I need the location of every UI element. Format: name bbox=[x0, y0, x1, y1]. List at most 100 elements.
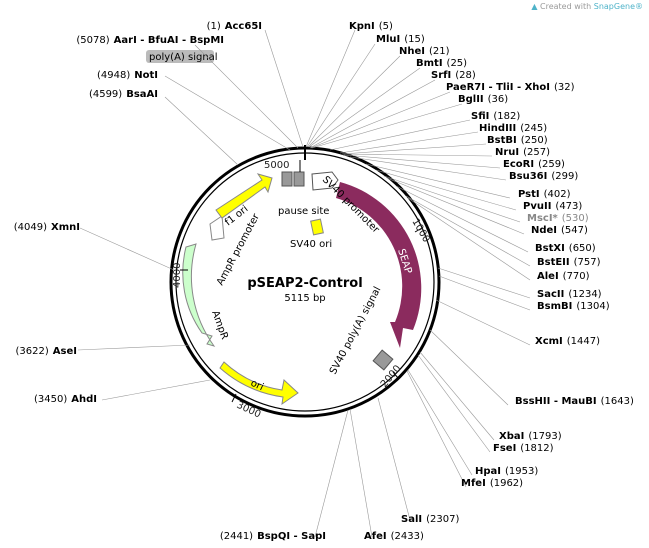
site-xcmi[interactable]: XcmI (1447) bbox=[535, 336, 600, 347]
svg-text:(2441)BspQI - SapI: (2441) BspQI - SapI bbox=[220, 531, 326, 542]
site-hpai[interactable]: HpaI (1953) bbox=[475, 466, 538, 477]
site-bsmbi[interactable]: BsmBI (1304) bbox=[537, 301, 610, 312]
svg-text:SfiI(182): SfiI (182) bbox=[471, 111, 520, 122]
site-psti[interactable]: PstI (402) bbox=[518, 189, 571, 200]
svg-text:MfeI(1962): MfeI (1962) bbox=[461, 478, 523, 489]
svg-text:(4049)XmnI: (4049) XmnI bbox=[14, 222, 80, 233]
feature-sv40-polya-box[interactable] bbox=[372, 349, 394, 371]
site-noti[interactable]: (4948) NotI bbox=[97, 70, 158, 81]
site-paer7i-tlii-xhoi[interactable]: PaeR7I - TliI - XhoI (32) bbox=[446, 82, 575, 93]
svg-text:BstBI(250): BstBI (250) bbox=[487, 135, 548, 146]
feature-ampr-arrow[interactable] bbox=[182, 243, 216, 347]
feature-sv40-ori-label: SV40 ori bbox=[290, 239, 332, 250]
svg-text:PaeR7I - TliI - XhoI(32): PaeR7I - TliI - XhoI (32) bbox=[446, 82, 575, 93]
feature-sv40-ori-box[interactable] bbox=[310, 218, 324, 236]
feature-polya-signal-box[interactable] bbox=[146, 50, 214, 63]
svg-text:NheI(21): NheI (21) bbox=[399, 46, 450, 57]
feature-pause-site-box-2[interactable] bbox=[293, 171, 305, 187]
svg-text:(5078)AarI - BfuAI - BspMI: (5078) AarI - BfuAI - BspMI bbox=[76, 35, 224, 46]
svg-text:SalI(2307): SalI (2307) bbox=[401, 514, 459, 525]
feature-pause-site-label: pause site bbox=[278, 206, 329, 217]
site-sfii[interactable]: SfiI (182) bbox=[471, 111, 520, 122]
site-sacii[interactable]: SacII (1234) bbox=[537, 289, 602, 300]
site-ndei[interactable]: NdeI (547) bbox=[531, 225, 588, 236]
tick-4000-label: 4000 bbox=[172, 263, 183, 288]
site-nrui[interactable]: NruI (257) bbox=[495, 147, 550, 158]
site-mfei[interactable]: MfeI (1962) bbox=[461, 478, 523, 489]
feature-polya-signal-label: poly(A) signal bbox=[149, 52, 218, 63]
site-bstbi[interactable]: BstBI (250) bbox=[487, 135, 548, 146]
site-ahdi[interactable]: (3450) AhdI bbox=[34, 394, 97, 405]
site-srfi[interactable]: SrfI (28) bbox=[431, 70, 476, 81]
svg-text:HpaI(1953): HpaI (1953) bbox=[475, 466, 538, 477]
site-pvuii[interactable]: PvuII (473) bbox=[523, 201, 582, 212]
site-xbai[interactable]: XbaI (1793) bbox=[499, 431, 562, 442]
snapgene-credit: ▲ Created with SnapGene® bbox=[531, 2, 643, 11]
svg-text:EcoRI(259): EcoRI (259) bbox=[503, 159, 565, 170]
site-sali[interactable]: SalI (2307) bbox=[401, 514, 459, 525]
feature-pause-site-box-1[interactable] bbox=[281, 171, 293, 187]
svg-text:BsmBI(1304): BsmBI (1304) bbox=[537, 301, 610, 312]
svg-text:(3450)AhdI: (3450) AhdI bbox=[34, 394, 97, 405]
feature-seap-arrow[interactable] bbox=[336, 182, 422, 348]
credit-arrow-icon: ▲ bbox=[531, 2, 538, 11]
svg-text:AfeI(2433): AfeI (2433) bbox=[364, 531, 424, 542]
credit-brand: SnapGene® bbox=[593, 2, 643, 11]
svg-text:HindIII(245): HindIII (245) bbox=[479, 123, 547, 134]
svg-text:BmtI(25): BmtI (25) bbox=[416, 58, 467, 69]
credit-prefix: Created with bbox=[540, 2, 592, 11]
svg-text:PstI(402): PstI (402) bbox=[518, 189, 571, 200]
site-msci[interactable]: MscI* (530) bbox=[527, 213, 589, 224]
leader-lines bbox=[77, 29, 531, 538]
svg-text:MluI(15): MluI (15) bbox=[376, 34, 425, 45]
site-alei[interactable]: AleI (770) bbox=[537, 271, 590, 282]
feature-f1-ori-arrow[interactable] bbox=[215, 173, 273, 219]
site-bstxi[interactable]: BstXI (650) bbox=[535, 243, 596, 254]
svg-text:BssHII - MauBI(1643): BssHII - MauBI (1643) bbox=[515, 396, 634, 407]
site-bsu36i[interactable]: Bsu36I (299) bbox=[509, 171, 578, 182]
svg-text:FseI(1812): FseI (1812) bbox=[493, 443, 554, 454]
svg-text:PvuII(473): PvuII (473) bbox=[523, 201, 582, 212]
site-bsshii-maubi[interactable]: BssHII - MauBI (1643) bbox=[515, 396, 634, 407]
svg-text:(4599)BsaAI: (4599) BsaAI bbox=[89, 89, 158, 100]
svg-text:XbaI(1793): XbaI (1793) bbox=[499, 431, 562, 442]
tick-3000-mark bbox=[231, 393, 237, 403]
plasmid-size: 5115 bp bbox=[284, 293, 325, 304]
site-bmti[interactable]: BmtI (25) bbox=[416, 58, 467, 69]
svg-text:SacII(1234): SacII (1234) bbox=[537, 289, 602, 300]
site-kpni[interactable]: KpnI (5) bbox=[349, 21, 393, 32]
tick-1000-mark bbox=[414, 227, 423, 233]
svg-text:BstEII(757): BstEII (757) bbox=[537, 257, 601, 268]
svg-text:NruI(257): NruI (257) bbox=[495, 147, 550, 158]
site-bsteii[interactable]: BstEII (757) bbox=[537, 257, 601, 268]
site-bglii[interactable]: BglII (36) bbox=[458, 94, 508, 105]
svg-text:MscI*(530): MscI* (530) bbox=[527, 213, 589, 224]
feature-ori-arrow[interactable] bbox=[219, 361, 299, 406]
tick-2000-mark bbox=[392, 371, 399, 379]
svg-text:(3622)AseI: (3622) AseI bbox=[16, 346, 77, 357]
feature-ori-label: ori bbox=[249, 378, 265, 393]
site-bspqi-sapi[interactable]: (2441) BspQI - SapI bbox=[220, 531, 326, 542]
feature-ampr-promoter-arrow[interactable] bbox=[209, 215, 225, 241]
svg-text:SrfI(28): SrfI (28) bbox=[431, 70, 476, 81]
svg-text:(1)Acc65I: (1) Acc65I bbox=[207, 21, 262, 32]
site-afei[interactable]: AfeI (2433) bbox=[364, 531, 424, 542]
site-nhei[interactable]: NheI (21) bbox=[399, 46, 450, 57]
svg-text:BstXI(650): BstXI (650) bbox=[535, 243, 596, 254]
site-xmni[interactable]: (4049) XmnI bbox=[14, 222, 80, 233]
site-fsei[interactable]: FseI (1812) bbox=[493, 443, 554, 454]
svg-text:XcmI(1447): XcmI (1447) bbox=[535, 336, 600, 347]
site-asei[interactable]: (3622) AseI bbox=[16, 346, 77, 357]
site-aari-bfuai-bspmi[interactable]: (5078) AarI - BfuAI - BspMI bbox=[76, 35, 224, 46]
site-ecori[interactable]: EcoRI (259) bbox=[503, 159, 565, 170]
site-hindiii[interactable]: HindIII (245) bbox=[479, 123, 547, 134]
svg-text:(4948)NotI: (4948) NotI bbox=[97, 70, 158, 81]
svg-text:Bsu36I(299): Bsu36I (299) bbox=[509, 171, 578, 182]
site-acc65i[interactable]: (1) Acc65I bbox=[207, 21, 262, 32]
svg-text:KpnI(5): KpnI (5) bbox=[349, 21, 393, 32]
site-mlui[interactable]: MluI (15) bbox=[376, 34, 425, 45]
tick-5000-label: 5000 bbox=[264, 160, 289, 171]
feature-sv40-promoter-arrow[interactable] bbox=[311, 171, 339, 191]
site-bsaai[interactable]: (4599) BsaAI bbox=[89, 89, 158, 100]
